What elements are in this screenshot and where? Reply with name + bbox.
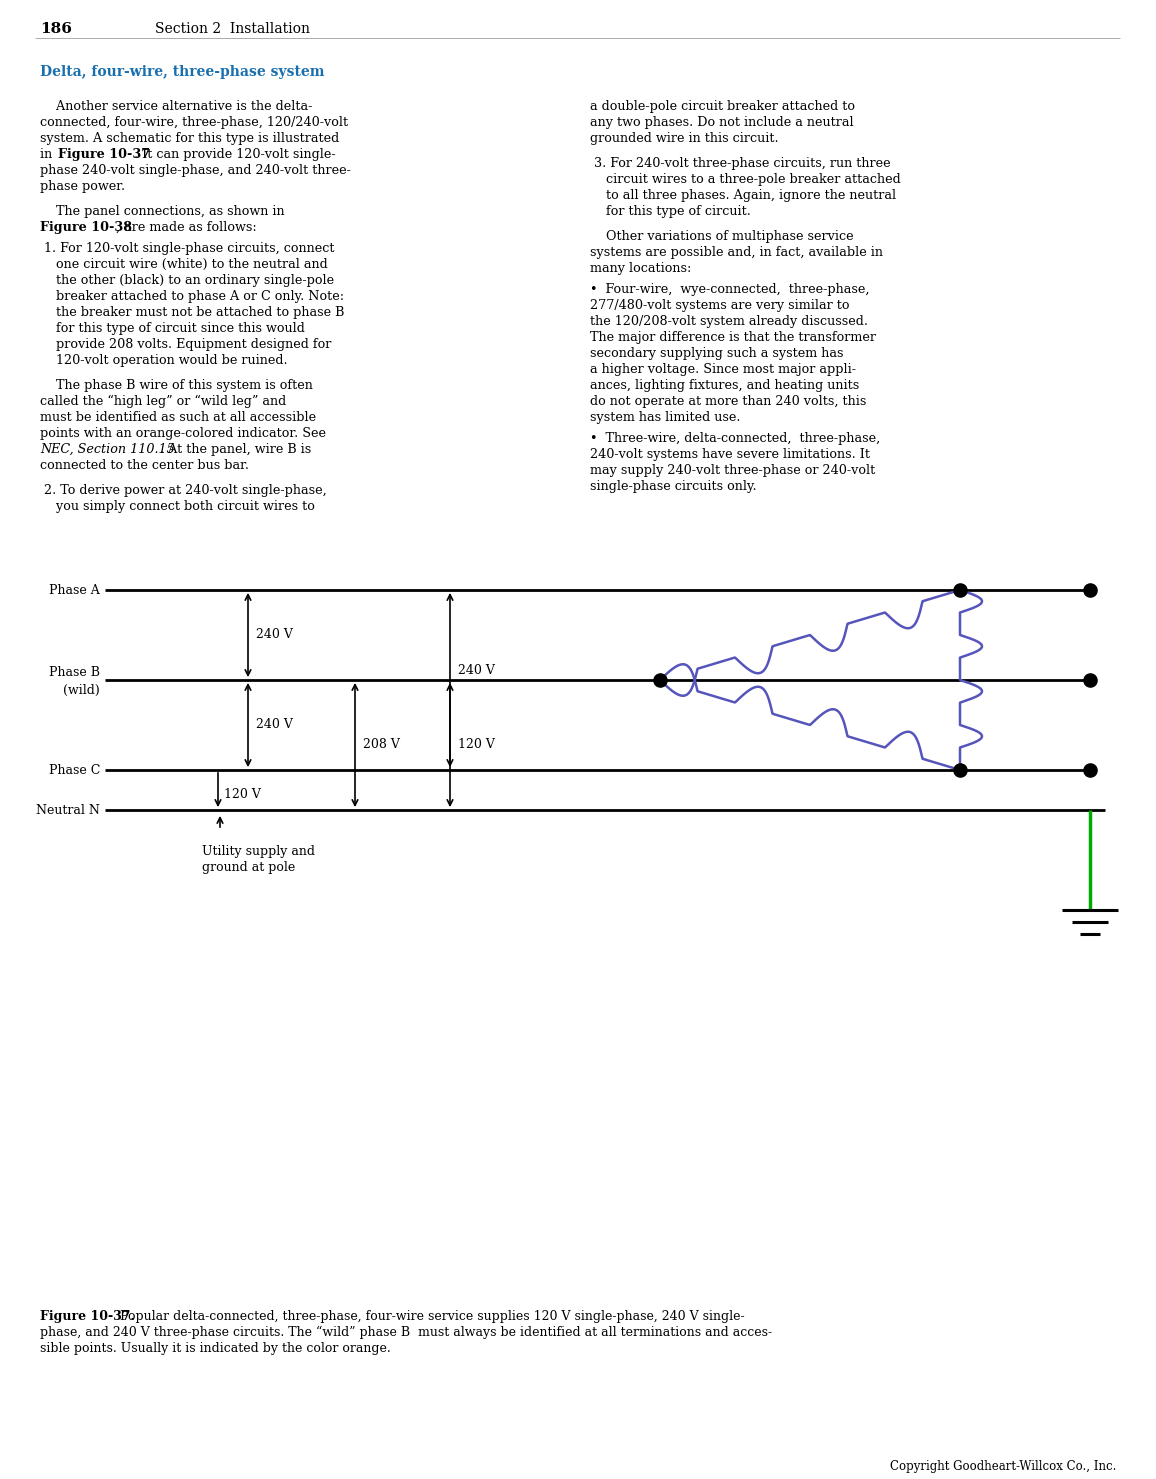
Text: a double-pole circuit breaker attached to: a double-pole circuit breaker attached t… xyxy=(590,101,855,112)
Text: Figure 10-37.: Figure 10-37. xyxy=(40,1310,135,1324)
Text: system. A schematic for this type is illustrated: system. A schematic for this type is ill… xyxy=(40,132,339,145)
Text: the breaker must not be attached to phase B: the breaker must not be attached to phas… xyxy=(40,306,344,319)
Text: The major difference is that the transformer: The major difference is that the transfo… xyxy=(590,331,876,345)
Text: in: in xyxy=(40,148,57,161)
Text: Other variations of multiphase service: Other variations of multiphase service xyxy=(590,231,853,243)
Text: phase 240-volt single-phase, and 240-volt three-: phase 240-volt single-phase, and 240-vol… xyxy=(40,164,351,177)
Text: •  Three-wire, delta-connected,  three-phase,: • Three-wire, delta-connected, three-pha… xyxy=(590,432,880,445)
Text: connected, four-wire, three-phase, 120/240-volt: connected, four-wire, three-phase, 120/2… xyxy=(40,115,348,129)
Text: for this type of circuit.: for this type of circuit. xyxy=(590,206,751,217)
Text: 208 V: 208 V xyxy=(363,738,400,751)
Text: 2. To derive power at 240-volt single-phase,: 2. To derive power at 240-volt single-ph… xyxy=(40,484,327,497)
Text: provide 208 volts. Equipment designed for: provide 208 volts. Equipment designed fo… xyxy=(40,339,332,351)
Text: one circuit wire (white) to the neutral and: one circuit wire (white) to the neutral … xyxy=(40,257,328,271)
Text: Utility supply and: Utility supply and xyxy=(202,845,314,858)
Text: . It can provide 120-volt single-: . It can provide 120-volt single- xyxy=(134,148,335,161)
Text: The panel connections, as shown in: The panel connections, as shown in xyxy=(40,206,284,217)
Text: do not operate at more than 240 volts, this: do not operate at more than 240 volts, t… xyxy=(590,395,866,408)
Text: 3. For 240-volt three-phase circuits, run three: 3. For 240-volt three-phase circuits, ru… xyxy=(590,157,890,170)
Text: must be identified as such at all accessible: must be identified as such at all access… xyxy=(40,411,316,424)
Text: a higher voltage. Since most major appli-: a higher voltage. Since most major appli… xyxy=(590,362,855,376)
Text: 186: 186 xyxy=(40,22,72,35)
Text: Delta, four-wire, three-phase system: Delta, four-wire, three-phase system xyxy=(40,65,325,78)
Text: Figure 10-37: Figure 10-37 xyxy=(58,148,150,161)
Text: circuit wires to a three-pole breaker attached: circuit wires to a three-pole breaker at… xyxy=(590,173,901,186)
Text: 277/480-volt systems are very similar to: 277/480-volt systems are very similar to xyxy=(590,299,850,312)
Point xyxy=(1081,669,1099,692)
Text: many locations:: many locations: xyxy=(590,262,691,275)
Text: sible points. Usually it is indicated by the color orange.: sible points. Usually it is indicated by… xyxy=(40,1341,391,1355)
Text: 240-volt systems have severe limitations. It: 240-volt systems have severe limitations… xyxy=(590,448,870,461)
Text: Phase B: Phase B xyxy=(49,667,101,679)
Text: phase power.: phase power. xyxy=(40,180,125,192)
Text: Section 2  Installation: Section 2 Installation xyxy=(155,22,310,35)
Text: 120-volt operation would be ruined.: 120-volt operation would be ruined. xyxy=(40,353,288,367)
Text: . At the panel, wire B is: . At the panel, wire B is xyxy=(160,444,311,456)
Point xyxy=(950,578,969,602)
Text: the 120/208-volt system already discussed.: the 120/208-volt system already discusse… xyxy=(590,315,868,328)
Text: called the “high leg” or “wild leg” and: called the “high leg” or “wild leg” and xyxy=(40,395,287,408)
Text: •  Four-wire,  wye-connected,  three-phase,: • Four-wire, wye-connected, three-phase, xyxy=(590,282,869,296)
Text: 120 V: 120 V xyxy=(458,738,495,751)
Text: NEC, Section 110.15: NEC, Section 110.15 xyxy=(40,444,175,456)
Text: single-phase circuits only.: single-phase circuits only. xyxy=(590,481,757,493)
Text: to all three phases. Again, ignore the neutral: to all three phases. Again, ignore the n… xyxy=(590,189,896,203)
Text: phase, and 240 V three-phase circuits. The “wild” phase B  must always be identi: phase, and 240 V three-phase circuits. T… xyxy=(40,1327,772,1338)
Text: Figure 10-38: Figure 10-38 xyxy=(40,220,132,234)
Text: The phase B wire of this system is often: The phase B wire of this system is often xyxy=(40,379,313,392)
Text: (wild): (wild) xyxy=(64,683,101,697)
Text: 1. For 120-volt single-phase circuits, connect: 1. For 120-volt single-phase circuits, c… xyxy=(40,243,334,254)
Point xyxy=(1081,578,1099,602)
Text: grounded wire in this circuit.: grounded wire in this circuit. xyxy=(590,132,779,145)
Text: ground at pole: ground at pole xyxy=(202,861,295,874)
Text: Popular delta-connected, three-phase, four-wire service supplies 120 V single-ph: Popular delta-connected, three-phase, fo… xyxy=(116,1310,744,1324)
Text: may supply 240-volt three-phase or 240-volt: may supply 240-volt three-phase or 240-v… xyxy=(590,464,875,478)
Text: Copyright Goodheart-Willcox Co., Inc.: Copyright Goodheart-Willcox Co., Inc. xyxy=(890,1460,1116,1473)
Text: 240 V: 240 V xyxy=(255,719,292,732)
Text: points with an orange-colored indicator. See: points with an orange-colored indicator.… xyxy=(40,427,326,439)
Text: 120 V: 120 V xyxy=(224,788,261,802)
Text: secondary supplying such a system has: secondary supplying such a system has xyxy=(590,348,844,359)
Text: breaker attached to phase A or C only. Note:: breaker attached to phase A or C only. N… xyxy=(40,290,344,303)
Text: for this type of circuit since this would: for this type of circuit since this woul… xyxy=(40,322,305,336)
Text: 240 V: 240 V xyxy=(458,664,495,676)
Text: systems are possible and, in fact, available in: systems are possible and, in fact, avail… xyxy=(590,246,883,259)
Text: ances, lighting fixtures, and heating units: ances, lighting fixtures, and heating un… xyxy=(590,379,859,392)
Text: you simply connect both circuit wires to: you simply connect both circuit wires to xyxy=(40,500,314,513)
Point xyxy=(950,759,969,782)
Text: any two phases. Do not include a neutral: any two phases. Do not include a neutral xyxy=(590,115,853,129)
Text: Phase C: Phase C xyxy=(49,763,101,776)
Text: Phase A: Phase A xyxy=(50,584,101,596)
Text: the other (black) to an ordinary single-pole: the other (black) to an ordinary single-… xyxy=(40,274,334,287)
Text: Another service alternative is the delta-: Another service alternative is the delta… xyxy=(40,101,312,112)
Text: , are made as follows:: , are made as follows: xyxy=(116,220,257,234)
Point xyxy=(651,669,669,692)
Point xyxy=(1081,759,1099,782)
Text: Neutral N: Neutral N xyxy=(36,803,101,816)
Text: system has limited use.: system has limited use. xyxy=(590,411,741,424)
Text: connected to the center bus bar.: connected to the center bus bar. xyxy=(40,458,249,472)
Text: 240 V: 240 V xyxy=(255,629,292,642)
